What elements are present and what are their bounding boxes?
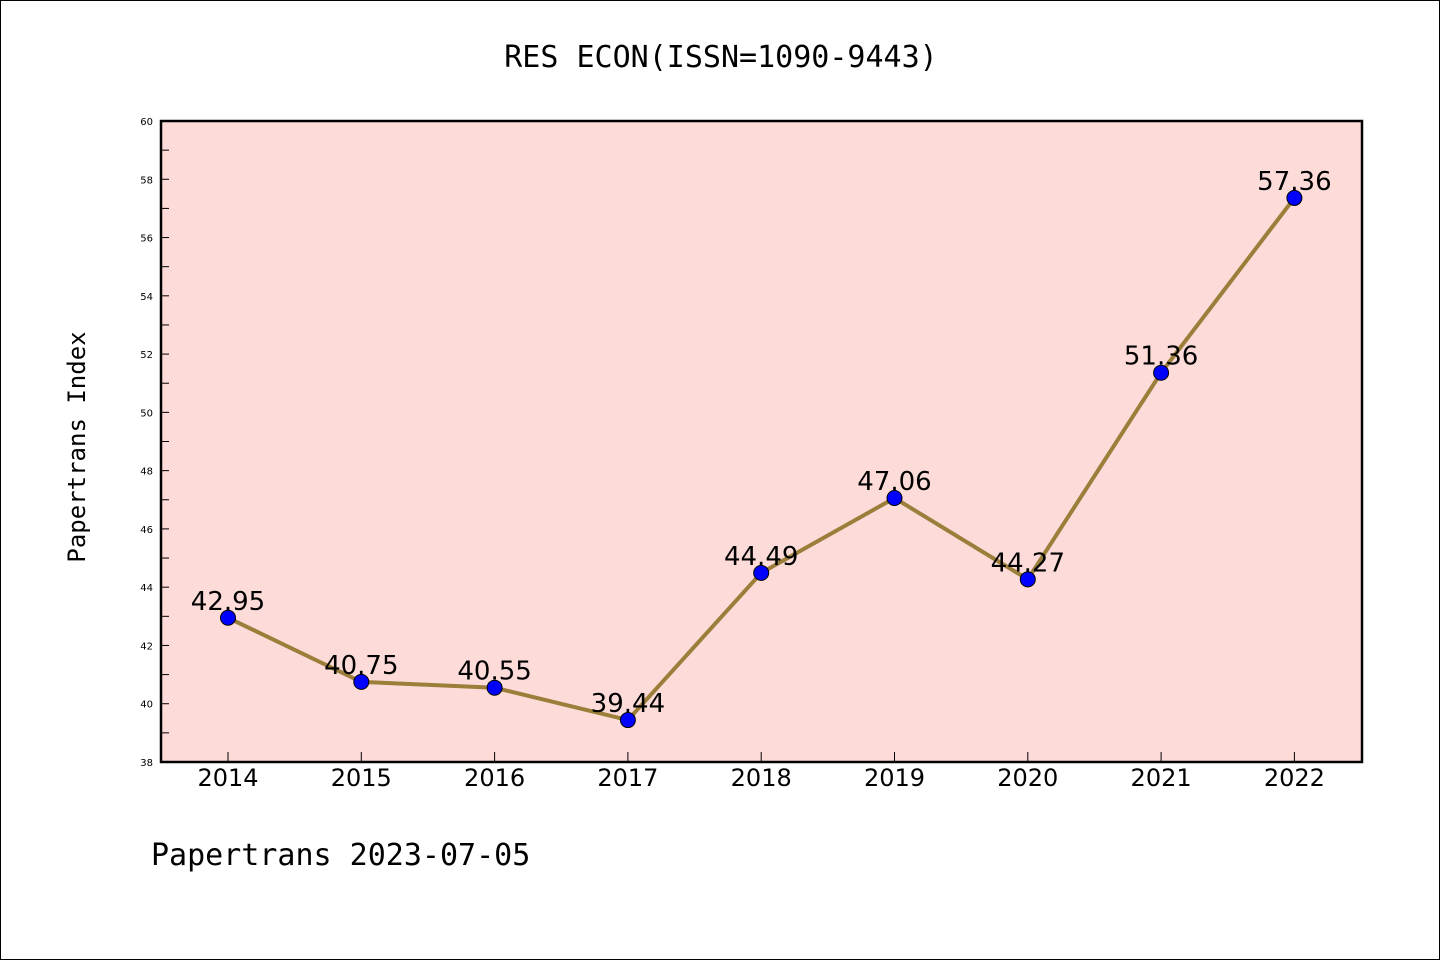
x-tick-label: 2020 [997,764,1058,792]
y-tick-label: 60 [140,117,153,128]
data-label: 57.36 [1257,167,1331,197]
data-label: 44.27 [991,548,1065,578]
x-tick-label: 2017 [597,764,658,792]
y-tick-label: 42 [140,641,153,652]
footer-date: Papertrans 2023-07-05 [151,838,530,873]
y-tick-label: 38 [140,758,153,769]
y-tick-label: 50 [140,408,153,419]
data-label: 39.44 [591,689,665,719]
plot-area [159,119,1364,764]
y-axis-label: Papertrans Index [63,331,91,562]
data-label: 40.55 [457,657,531,687]
y-tick-label: 56 [140,234,153,245]
data-point [1286,189,1303,206]
y-tick-label: 46 [140,525,153,536]
chart-title: RES ECON(ISSN=1090-9443) [504,40,937,75]
data-label: 40.75 [324,651,398,681]
data-label: 44.49 [724,542,798,572]
data-point [486,679,503,696]
x-tick-label: 2018 [731,764,792,792]
x-tick-label: 2019 [864,764,925,792]
x-tick-label: 2021 [1131,764,1192,792]
data-point [1153,364,1170,381]
x-tick-label: 2015 [331,764,392,792]
data-label: 42.95 [191,587,265,617]
data-point [886,490,903,507]
y-tick-label: 40 [140,700,153,711]
data-label: 47.06 [857,467,931,497]
data-labels: 42.95 40.75 40.55 39.44 44.49 47.06 44.27 51.36… [191,167,1332,719]
data-point [353,673,370,690]
y-tick-label: 52 [140,350,153,361]
data-point [220,609,236,626]
data-point [619,712,636,729]
x-tick-label: 2016 [464,764,525,792]
x-tick-label: 2022 [1264,764,1325,792]
x-axis: 2014 2015 2016 2017 2018 2019 2020 2021 2022 [197,752,1325,792]
x-tick-label: 2014 [197,764,258,792]
data-point [1019,571,1036,588]
y-tick-label: 48 [140,467,153,478]
y-axis: 38 40 42 44 46 48 50 52 54 56 58 60 [140,117,169,769]
y-tick-label: 44 [140,583,153,594]
y-tick-label: 54 [140,292,153,303]
data-points [220,189,1303,729]
y-tick-label: 58 [140,175,153,186]
data-label: 51.36 [1124,342,1198,372]
data-point [753,564,770,581]
